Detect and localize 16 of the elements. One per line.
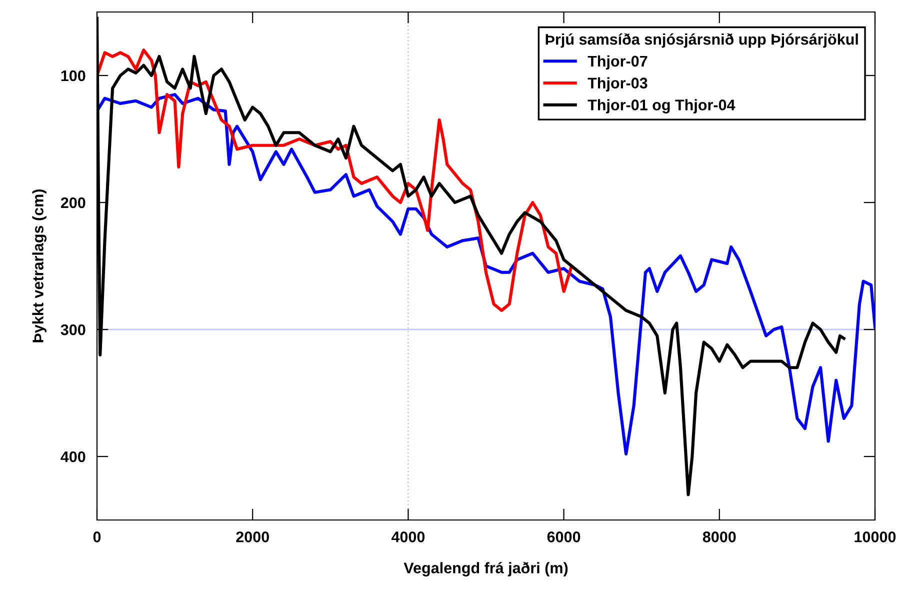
x-tick-label: 8000 <box>702 532 736 542</box>
x-tick-label: 6000 <box>547 532 580 542</box>
x-axis-title: Vegalengd frá jaðri (m) <box>404 562 568 576</box>
x-tick-label: 2000 <box>236 532 269 542</box>
y-axis-title: Þykkt vetrarlags (cm) <box>32 189 47 342</box>
y-tick-label: 400 <box>60 451 86 462</box>
legend-label: Thjor-07 <box>588 55 648 70</box>
x-tick-label: 4000 <box>391 532 425 542</box>
y-tick-label: 300 <box>60 324 86 336</box>
legend-label: Thjor-03 <box>588 77 648 92</box>
x-tick-label: 0 <box>93 532 101 542</box>
y-tick-label: 200 <box>60 197 86 208</box>
legend-label: Thjor-01 og Thjor-04 <box>588 99 736 114</box>
y-tick-label: 100 <box>61 70 86 82</box>
legend-title: Þrjú samsíða snjósjársnið upp Þjórsárjökul <box>546 33 858 48</box>
x-tick-label: 10000 <box>854 532 896 542</box>
